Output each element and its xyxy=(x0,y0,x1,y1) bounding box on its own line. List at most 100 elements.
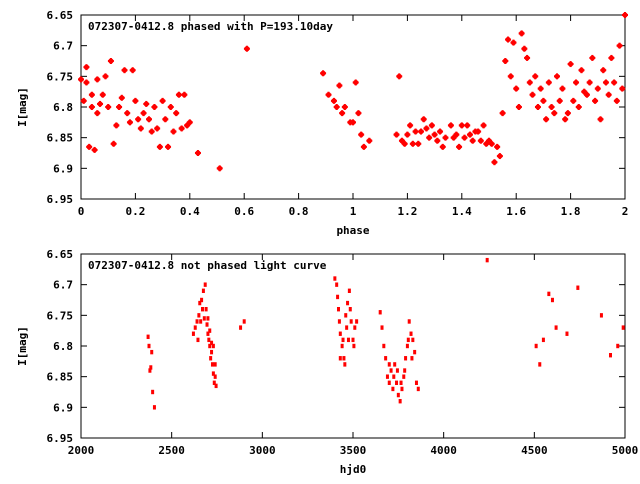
data-point xyxy=(458,122,465,129)
y-tick-label: 6.8 xyxy=(53,340,73,353)
x-tick-label: 3000 xyxy=(249,444,276,457)
x-tick-label: 4000 xyxy=(430,444,457,457)
data-point xyxy=(541,337,545,343)
data-point xyxy=(480,122,487,129)
data-point xyxy=(214,383,218,389)
data-point xyxy=(200,307,204,312)
data-point xyxy=(393,362,397,367)
data-point xyxy=(537,85,544,92)
data-point xyxy=(608,353,612,358)
data-point xyxy=(200,297,204,303)
data-point xyxy=(534,104,541,110)
data-point xyxy=(352,343,356,349)
data-point xyxy=(594,85,601,92)
data-point xyxy=(412,128,419,135)
data-point xyxy=(488,140,495,147)
y-tick-label: 6.65 xyxy=(47,248,74,261)
data-point xyxy=(392,374,396,379)
data-point xyxy=(554,73,560,80)
data-point xyxy=(213,362,217,367)
data-point xyxy=(154,125,161,132)
data-point xyxy=(529,91,536,98)
data-point xyxy=(336,294,340,300)
data-point xyxy=(545,79,552,86)
data-point xyxy=(206,316,210,321)
data-point xyxy=(341,104,348,110)
data-point xyxy=(194,150,201,156)
data-point xyxy=(547,291,551,297)
data-point xyxy=(409,140,416,147)
data-point xyxy=(173,110,180,117)
data-point xyxy=(600,67,607,74)
data-point xyxy=(102,73,109,80)
data-point xyxy=(416,386,420,392)
data-point xyxy=(391,386,395,392)
data-point xyxy=(426,134,433,141)
data-point xyxy=(210,362,214,367)
data-point xyxy=(565,331,569,336)
data-point xyxy=(613,97,620,104)
data-point xyxy=(148,128,155,135)
data-point xyxy=(411,337,415,343)
data-point xyxy=(619,85,626,92)
data-point xyxy=(107,58,114,64)
data-point xyxy=(502,58,509,64)
data-point xyxy=(343,362,347,367)
data-point xyxy=(387,380,391,385)
data-point xyxy=(162,116,169,123)
data-point xyxy=(540,97,547,104)
data-point xyxy=(576,285,580,290)
data-point xyxy=(414,380,418,385)
data-point xyxy=(551,110,558,117)
data-point xyxy=(203,282,207,287)
data-point xyxy=(556,97,563,104)
data-point xyxy=(404,356,408,361)
data-point xyxy=(564,110,571,117)
data-point xyxy=(204,307,208,312)
data-point xyxy=(208,343,212,349)
data-point xyxy=(608,54,615,61)
data-point xyxy=(83,64,90,71)
data-point xyxy=(118,94,125,101)
data-point xyxy=(611,79,618,86)
x-tick-label: 5000 xyxy=(612,444,639,457)
data-point xyxy=(88,91,95,98)
x-tick-label: 0.8 xyxy=(289,205,309,218)
data-point xyxy=(202,316,206,321)
data-point xyxy=(105,104,112,110)
x-tick-label: 0.6 xyxy=(234,205,254,218)
data-point xyxy=(387,362,391,367)
data-point xyxy=(393,131,400,138)
data-point xyxy=(578,67,585,74)
data-point xyxy=(485,257,489,263)
data-point xyxy=(524,54,531,61)
data-point xyxy=(505,36,512,43)
data-point xyxy=(423,125,430,132)
data-point xyxy=(428,122,435,129)
data-point xyxy=(464,122,471,129)
data-point xyxy=(156,143,163,150)
y-tick-label: 6.85 xyxy=(47,371,74,384)
data-point xyxy=(350,119,356,126)
data-point xyxy=(621,325,625,330)
data-point xyxy=(575,104,582,110)
data-point xyxy=(515,104,522,110)
x-tick-label: 2000 xyxy=(68,444,95,457)
data-point xyxy=(559,85,566,92)
data-point xyxy=(335,282,339,287)
data-point xyxy=(340,343,344,349)
data-point xyxy=(333,276,337,281)
data-point xyxy=(348,307,352,312)
data-point xyxy=(242,319,246,324)
data-point xyxy=(165,143,172,150)
data-point xyxy=(210,340,214,346)
data-point xyxy=(178,125,185,132)
chart-title: 072307-0412.8 not phased light curve xyxy=(88,259,327,272)
data-point xyxy=(403,368,407,373)
data-point xyxy=(330,97,337,104)
data-point xyxy=(409,331,413,336)
x-tick-label: 0.2 xyxy=(125,205,145,218)
y-tick-label: 6.8 xyxy=(53,101,73,114)
data-point xyxy=(404,131,411,138)
